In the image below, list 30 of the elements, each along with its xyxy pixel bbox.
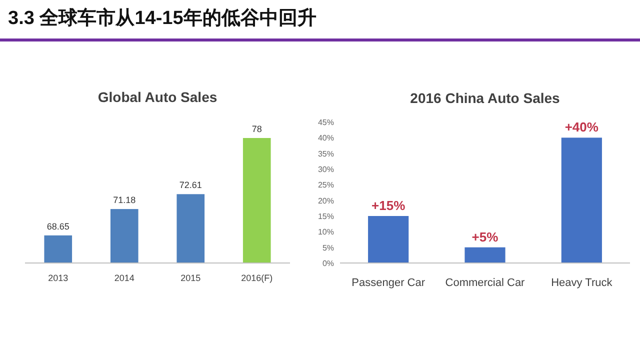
data-label: 71.18 xyxy=(113,195,136,206)
x-tick-label: 2016(F) xyxy=(241,273,273,283)
x-tick-label: 2014 xyxy=(114,273,134,283)
x-tick-label: Commercial Car xyxy=(445,277,526,289)
data-label: 68.65 xyxy=(46,221,70,232)
y-tick-label: 5% xyxy=(322,243,334,252)
data-label: +40% xyxy=(564,120,599,135)
data-label: +5% xyxy=(472,229,499,244)
y-tick-label: 45% xyxy=(318,118,334,127)
y-tick-label: 10% xyxy=(318,228,334,237)
y-tick-label: 15% xyxy=(318,212,334,221)
chart-title: Global Auto Sales xyxy=(98,89,218,105)
text: 3.3 全球车市从14-15年的低谷中回升 xyxy=(8,7,316,29)
bar xyxy=(561,138,602,263)
data-label: +15% xyxy=(372,198,406,213)
x-tick-label: Heavy Truck xyxy=(551,277,613,289)
x-tick-label: Passenger Car xyxy=(352,277,426,289)
chart-title: 2016 China Auto Sales xyxy=(410,90,560,106)
y-tick-label: 40% xyxy=(318,134,334,143)
data-label: 72.61 xyxy=(179,180,202,190)
y-tick-label: 20% xyxy=(318,196,334,206)
bar xyxy=(464,247,506,263)
y-tick-label: 30% xyxy=(318,165,334,174)
data-label: 78 xyxy=(252,124,262,134)
y-tick-label: 25% xyxy=(318,180,334,190)
y-tick-label: 35% xyxy=(318,149,334,158)
y-tick-label: 0% xyxy=(322,259,334,268)
x-tick-label: 2015 xyxy=(180,273,201,283)
x-tick-label: 2013 xyxy=(48,273,68,283)
bar xyxy=(368,216,409,263)
